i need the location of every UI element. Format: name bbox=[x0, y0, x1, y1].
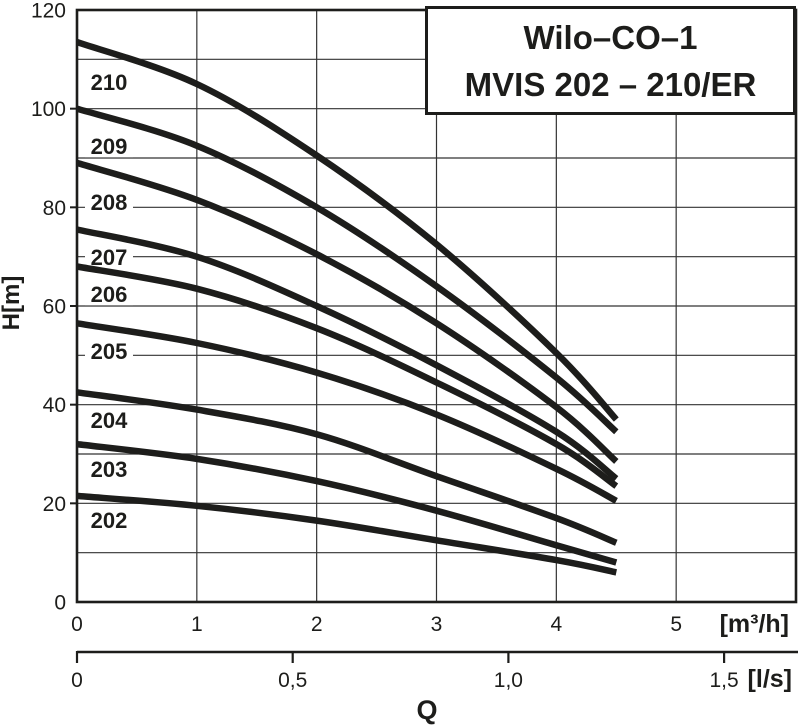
pump-curve-204 bbox=[76, 389, 618, 546]
pump-curve-209 bbox=[76, 105, 619, 435]
curve-label-206: 206 bbox=[91, 282, 128, 307]
y-axis-tick-label: 20 bbox=[43, 493, 66, 516]
chart-title-box: Wilo–CO–1 MVIS 202 – 210/ER bbox=[425, 6, 796, 115]
y-axis-tick-label: 60 bbox=[43, 296, 66, 319]
secondary-axis-tick-label: 1,0 bbox=[494, 669, 523, 692]
curve-label-mask-205 bbox=[84, 339, 133, 362]
y-axis-tick-label: 80 bbox=[43, 197, 66, 220]
chart-title-line1: Wilo–CO–1 bbox=[523, 18, 698, 56]
pump-curve-203 bbox=[76, 440, 618, 566]
curve-label-mask-203 bbox=[84, 457, 133, 480]
secondary-axis-tick-label: 0,5 bbox=[278, 669, 307, 692]
curve-label-mask-207 bbox=[84, 246, 133, 269]
pump-curve-208 bbox=[76, 159, 619, 464]
x-axis-tick-label: 4 bbox=[550, 613, 562, 636]
pump-curve-207 bbox=[76, 226, 619, 482]
chart-title-line2: MVIS 202 – 210/ER bbox=[464, 65, 757, 103]
x-axis-tick-label: 5 bbox=[670, 613, 682, 636]
curve-label-mask-204 bbox=[84, 408, 133, 431]
flow-axis-title: Q bbox=[416, 695, 437, 725]
secondary-axis-tick-label: 1,5 bbox=[709, 669, 738, 692]
x-axis-tick-label: 2 bbox=[311, 613, 323, 636]
x-axis-unit-label: [m³/h] bbox=[720, 610, 789, 638]
curve-label-209: 209 bbox=[91, 134, 128, 159]
x-axis-tick-label: 3 bbox=[431, 613, 443, 636]
y-axis-tick-label: 100 bbox=[31, 98, 66, 121]
curve-label-210: 210 bbox=[91, 70, 128, 95]
curve-label-202: 202 bbox=[91, 508, 128, 533]
pump-curve-210 bbox=[75, 39, 619, 422]
curve-label-207: 207 bbox=[91, 245, 128, 270]
curve-label-mask-202 bbox=[84, 509, 133, 532]
y-axis-tick-label: 120 bbox=[31, 0, 66, 23]
y-axis-title: H[m] bbox=[0, 276, 25, 331]
curve-label-mask-209 bbox=[84, 135, 133, 158]
curve-label-205: 205 bbox=[91, 339, 128, 364]
curve-label-204: 204 bbox=[91, 408, 128, 433]
y-axis-tick-label: 40 bbox=[43, 394, 66, 417]
secondary-axis-tick-label: 0 bbox=[71, 669, 83, 692]
curve-label-208: 208 bbox=[91, 190, 128, 215]
pump-curve-205 bbox=[76, 320, 618, 504]
curve-label-mask-210 bbox=[84, 71, 133, 94]
curve-label-mask-208 bbox=[84, 190, 133, 213]
x-axis-tick-label: 0 bbox=[71, 613, 83, 636]
pump-curve-206 bbox=[76, 263, 619, 489]
curve-label-mask-206 bbox=[84, 283, 133, 306]
x-axis-tick-label: 1 bbox=[191, 613, 203, 636]
secondary-axis-unit-label: [l/s] bbox=[748, 665, 792, 693]
pump-curve-202 bbox=[76, 492, 617, 576]
y-axis-tick-label: 0 bbox=[54, 592, 66, 615]
curve-label-203: 203 bbox=[91, 457, 128, 482]
